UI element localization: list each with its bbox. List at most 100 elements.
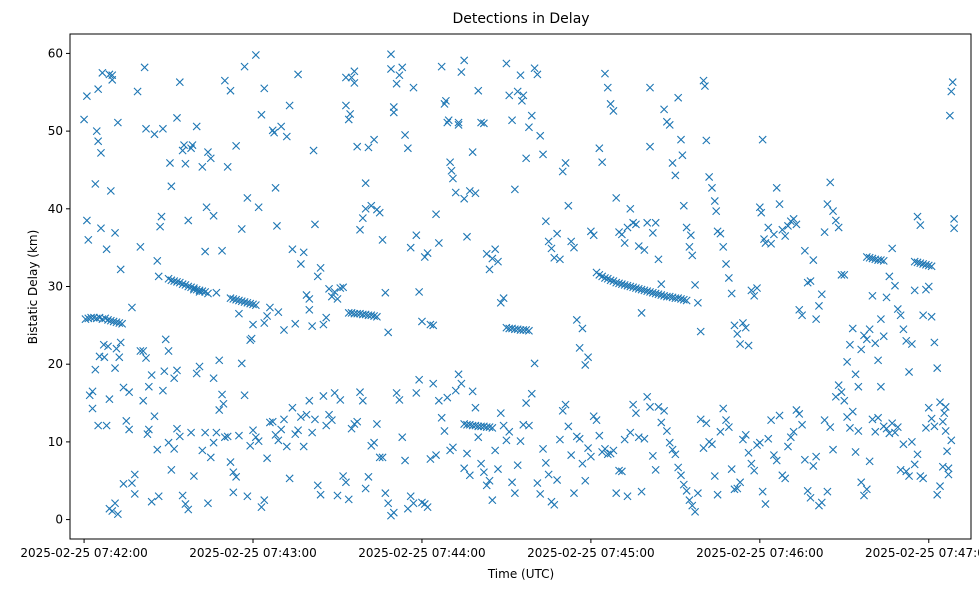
data-point xyxy=(943,447,952,456)
data-point xyxy=(592,416,601,425)
data-point xyxy=(814,301,823,310)
data-point xyxy=(127,303,136,312)
data-point xyxy=(350,309,359,318)
data-point xyxy=(615,466,624,475)
data-point xyxy=(800,246,809,255)
x-tick-label: 2025-02-25 07:47:00 xyxy=(865,546,979,560)
data-point xyxy=(178,280,187,289)
data-point xyxy=(941,402,950,411)
data-point xyxy=(524,421,533,430)
data-point xyxy=(99,340,108,349)
data-point xyxy=(482,481,491,490)
data-point xyxy=(91,365,100,374)
data-point xyxy=(173,113,181,122)
data-point xyxy=(389,508,398,517)
data-point xyxy=(896,465,905,474)
data-point xyxy=(370,438,379,447)
data-point xyxy=(282,442,291,451)
data-point xyxy=(747,286,756,295)
data-point xyxy=(845,340,854,349)
data-point xyxy=(367,201,376,210)
data-point xyxy=(202,203,211,212)
data-point xyxy=(341,73,350,82)
data-point xyxy=(948,78,957,87)
data-point xyxy=(544,470,553,479)
data-point xyxy=(167,465,176,474)
data-point xyxy=(488,254,497,263)
data-point xyxy=(564,422,573,431)
data-point xyxy=(691,280,700,289)
data-point xyxy=(91,179,100,188)
data-point xyxy=(660,406,669,415)
data-point xyxy=(80,115,89,124)
x-axis-ticks: 2025-02-25 07:42:00 2025-02-25 07:43:00 20… xyxy=(20,539,979,560)
data-point xyxy=(612,193,621,202)
data-point xyxy=(423,503,432,512)
y-tick-label: 30 xyxy=(48,280,63,294)
data-point xyxy=(184,505,193,514)
data-point xyxy=(386,64,395,73)
data-point xyxy=(144,382,153,391)
data-point xyxy=(125,388,134,397)
data-point xyxy=(153,256,162,265)
data-point xyxy=(220,433,229,442)
data-point xyxy=(921,423,930,432)
data-point xyxy=(392,388,401,397)
data-point xyxy=(302,410,311,419)
data-point xyxy=(553,475,562,484)
data-point xyxy=(170,444,179,453)
data-point xyxy=(527,111,536,120)
data-point xyxy=(668,445,677,454)
chart-title: Detections in Delay xyxy=(452,11,589,27)
data-point xyxy=(299,248,308,257)
data-point xyxy=(192,369,201,378)
data-point xyxy=(381,489,390,498)
data-point xyxy=(112,344,121,353)
data-point xyxy=(572,315,581,324)
data-point xyxy=(820,228,829,237)
data-point xyxy=(88,404,97,413)
data-point xyxy=(187,428,196,437)
y-axis-ticks: 0 10 20 30 40 50 60 xyxy=(48,46,70,527)
data-point xyxy=(175,432,184,441)
data-point xyxy=(398,433,407,442)
data-point xyxy=(465,471,474,480)
data-point xyxy=(603,83,612,92)
data-point xyxy=(936,482,945,491)
data-point xyxy=(905,367,914,376)
data-point xyxy=(82,92,91,101)
data-point xyxy=(795,305,804,314)
y-axis-label: Bistatic Delay (km) xyxy=(26,230,40,345)
data-point xyxy=(299,442,308,451)
data-point xyxy=(685,496,694,505)
data-point xyxy=(153,445,162,454)
data-point xyxy=(147,371,156,380)
data-point xyxy=(679,201,688,210)
data-point xyxy=(617,230,626,239)
data-point xyxy=(516,71,525,80)
data-point xyxy=(330,388,339,397)
data-point xyxy=(105,395,114,404)
data-point xyxy=(550,500,559,509)
data-point xyxy=(753,284,762,293)
data-point xyxy=(890,281,899,290)
data-point xyxy=(643,392,652,401)
data-point xyxy=(719,242,728,251)
data-point xyxy=(631,220,640,229)
data-point xyxy=(187,283,196,292)
data-point xyxy=(206,154,215,163)
data-point xyxy=(564,201,573,210)
data-point xyxy=(378,453,387,462)
data-point xyxy=(905,472,914,481)
data-point xyxy=(102,421,111,430)
data-point xyxy=(347,73,356,82)
x-tick-label: 2025-02-25 07:44:00 xyxy=(358,546,485,560)
data-point xyxy=(333,294,342,303)
data-point xyxy=(803,486,812,495)
data-point xyxy=(730,485,739,494)
data-point xyxy=(581,360,590,369)
data-point xyxy=(758,487,767,496)
y-tick-label: 0 xyxy=(55,513,63,527)
data-point xyxy=(817,498,826,507)
data-point xyxy=(783,221,792,230)
